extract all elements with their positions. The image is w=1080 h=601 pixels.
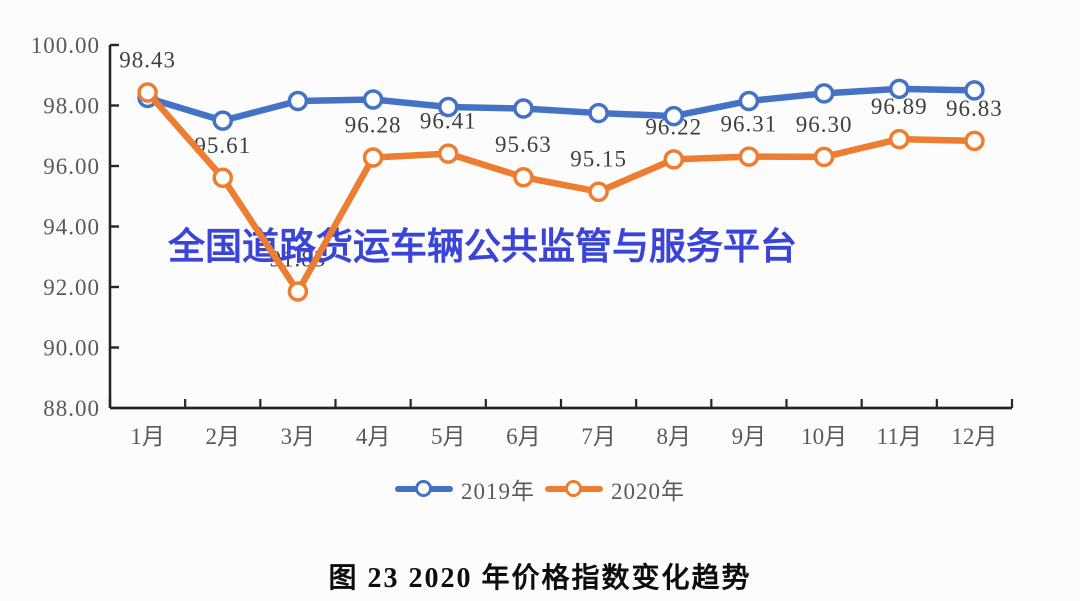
x-category-label: 11月 xyxy=(877,424,922,449)
series-marker-2019年 xyxy=(813,83,835,104)
watermark-text: 全国道路货运车辆公共监管与服务平台 xyxy=(168,225,797,268)
legend-line-marker-icon xyxy=(545,480,603,498)
y-tick-label: 92.00 xyxy=(43,275,100,300)
series-marker-2020年 xyxy=(588,181,609,202)
y-tick-label: 98.00 xyxy=(43,94,100,119)
series-marker-2020年 xyxy=(738,146,760,167)
x-category-label: 12月 xyxy=(951,424,997,449)
series-marker-2020年 xyxy=(362,147,384,168)
x-category-label: 6月 xyxy=(506,424,541,449)
series-marker-2020年 xyxy=(438,143,459,164)
data-label: 95.15 xyxy=(570,147,627,172)
data-label: 95.63 xyxy=(495,132,552,157)
data-label: 96.30 xyxy=(796,112,853,137)
legend-label: 2019年 xyxy=(461,479,535,504)
y-tick-label: 100.00 xyxy=(31,33,100,58)
x-category-label: 7月 xyxy=(581,424,616,449)
x-category-label: 5月 xyxy=(431,424,466,449)
series-marker-2019年 xyxy=(362,89,384,110)
chart-legend: 2019年 2020年 xyxy=(0,472,1080,506)
series-marker-2020年 xyxy=(287,281,309,302)
series-marker-2020年 xyxy=(212,167,233,189)
legend-item-2020年: 2020年 xyxy=(545,472,685,506)
series-marker-2019年 xyxy=(889,78,910,100)
series-marker-2019年 xyxy=(212,110,233,131)
series-marker-2020年 xyxy=(813,146,835,168)
legend-item-2019年: 2019年 xyxy=(395,472,535,506)
x-category-label: 9月 xyxy=(732,424,767,449)
series-marker-2020年 xyxy=(889,128,910,150)
series-marker-2020年 xyxy=(137,82,158,103)
series-marker-2020年 xyxy=(663,149,684,170)
y-tick-label: 90.00 xyxy=(43,336,100,361)
series-marker-2019年 xyxy=(663,105,684,127)
y-tick-label: 88.00 xyxy=(43,396,100,421)
series-marker-2019年 xyxy=(287,90,309,112)
series-line-2019年 xyxy=(144,85,978,124)
series-marker-2019年 xyxy=(738,90,760,112)
x-category-label: 10月 xyxy=(801,424,847,449)
legend-label: 2020年 xyxy=(611,479,685,504)
x-category-label: 1月 xyxy=(130,424,165,449)
x-category-label: 8月 xyxy=(657,424,692,449)
data-label: 96.28 xyxy=(345,113,402,138)
series-line-2020年 xyxy=(144,89,978,295)
series-marker-2019年 xyxy=(588,102,609,124)
x-category-label: 2月 xyxy=(206,424,241,449)
data-label: 98.43 xyxy=(119,47,176,72)
series-marker-2019年 xyxy=(964,80,985,101)
series-marker-2019年 xyxy=(438,96,459,118)
figure-caption: 图 23 2020 年价格指数变化趋势 xyxy=(328,563,752,594)
x-category-label: 3月 xyxy=(281,424,316,449)
y-tick-label: 96.00 xyxy=(43,154,100,179)
y-tick-label: 94.00 xyxy=(43,215,100,240)
series-marker-2019年 xyxy=(513,98,534,119)
data-label: 96.31 xyxy=(721,112,778,137)
legend-line-marker-icon xyxy=(395,480,453,498)
x-category-label: 4月 xyxy=(356,424,391,449)
series-marker-2020年 xyxy=(964,130,985,152)
series-marker-2020年 xyxy=(513,166,534,188)
